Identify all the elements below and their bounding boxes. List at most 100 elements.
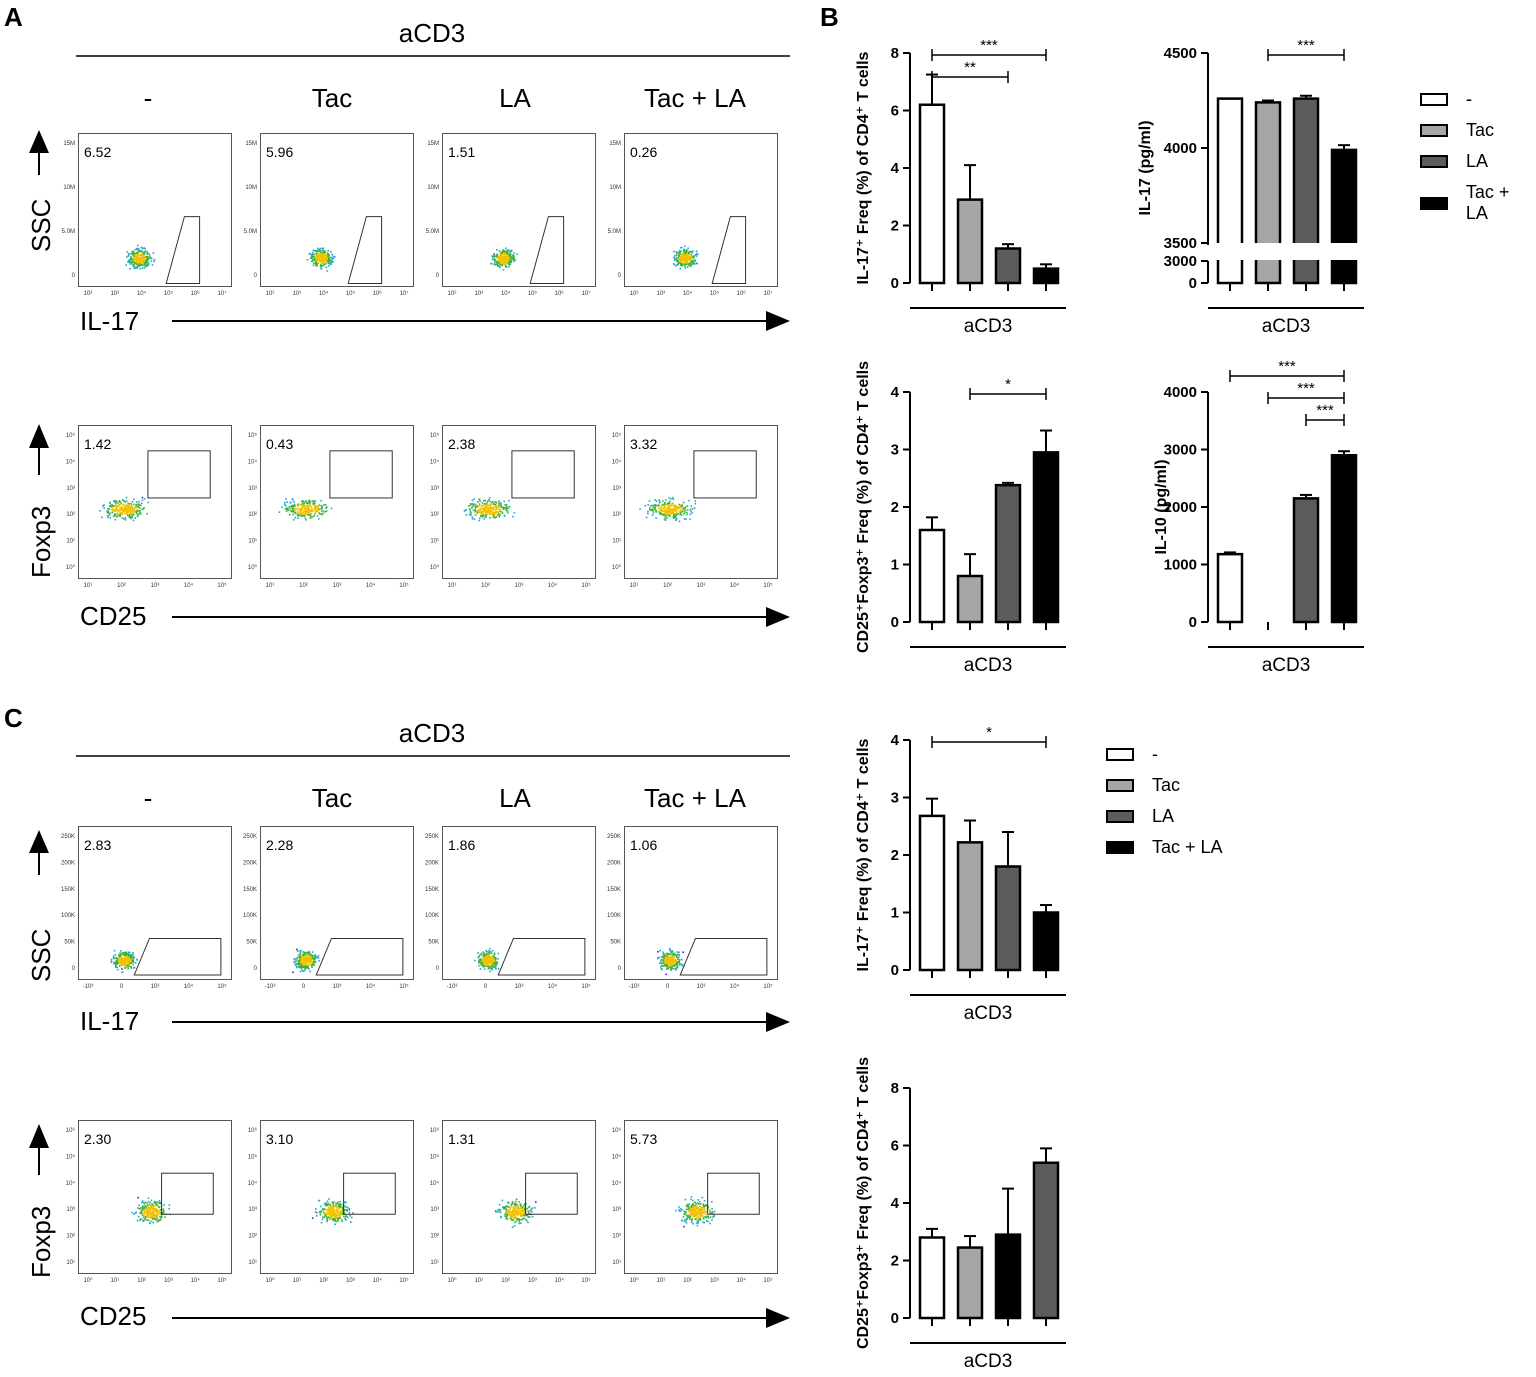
c-row2-y-arrowhead (29, 1124, 49, 1148)
b_treg_freq-ytick-label: 1 (891, 557, 899, 574)
legend-c-label-2: Tac (1152, 775, 1181, 795)
b_il10_pgml-bar-3 (1292, 497, 1320, 624)
b_il17_freq-bar-3 (994, 247, 1022, 285)
legend-c-row-1: - (1106, 744, 1158, 765)
a-row2-pct-4: 3.32 (630, 436, 658, 452)
legend-b-swatch-4 (1420, 196, 1448, 210)
b_il17_freq-ytick-label: 2 (891, 218, 899, 235)
a-row2-y-label: Foxp3 (26, 505, 56, 578)
legend-c-swatch-4 (1106, 841, 1134, 854)
a-row1-pct-2: 5.96 (266, 144, 294, 160)
c-row1-y-arrowhead (29, 830, 49, 853)
c-row1-pct-3: 1.86 (448, 837, 476, 853)
legend-c-label-3: LA (1152, 806, 1175, 826)
c-row1-flow-plot-3: 1.86 (442, 826, 596, 980)
legend-b-label-none: - (1466, 89, 1472, 109)
a-condition-4: Tac + LA (644, 83, 746, 113)
c_il17_freq-ylabel: IL-17⁺ Freq (%) of CD4⁺ T cells (855, 738, 872, 971)
a-row2-flow-plot-4: 3.32 (624, 425, 778, 579)
panel-letter-a: A (4, 2, 23, 32)
c_il17_freq-ytick-label: 4 (891, 732, 900, 749)
c_treg_freq-group-label: aCD3 (964, 1351, 1013, 1372)
legend-b-label-2: Tac (1466, 120, 1495, 140)
b_treg_freq-ytick-label: 4 (891, 384, 900, 401)
c-row1-pct-4: 1.06 (630, 837, 658, 853)
a-row1-y-arrowhead (29, 130, 49, 153)
a-row1-flow-plot-1: 6.52 (78, 133, 232, 287)
b_il17_freq-ylabel: IL-17⁺ Freq (%) of CD4⁺ T cells (855, 51, 872, 284)
c_il17_freq-bar-3 (994, 865, 1022, 972)
a-row1-y-label: SSC (26, 198, 56, 252)
b_il17_pgml-ytick-label: 4500 (1164, 45, 1197, 62)
a-row2-pct-1: 1.42 (84, 436, 112, 452)
c_treg_freq-bar-4 (1032, 1161, 1060, 1320)
legend-c-row-3: LA (1106, 806, 1174, 827)
b_il10_pgml-sig-label-3: *** (1316, 402, 1334, 419)
a-row1-pct-4: 0.26 (630, 144, 658, 160)
b_il10_pgml-sig-label-2: *** (1297, 380, 1315, 397)
c_treg_freq-ytick-label: 2 (891, 1253, 899, 1270)
legend-b-swatch-2 (1420, 124, 1448, 137)
legend-b-label-3: LA (1466, 151, 1489, 171)
c_treg_freq-bar-3 (994, 1233, 1022, 1320)
c_il17_freq-sig-label-1: * (986, 724, 992, 741)
b_treg_freq-ylabel: CD25⁺Foxp3⁺ Freq (%) of CD4⁺ T cells (855, 361, 872, 653)
c_il17_freq-group-label: aCD3 (964, 1003, 1013, 1024)
b_il10_pgml-ytick-label: 3000 (1164, 442, 1197, 459)
b_treg_freq-bar-2 (956, 574, 984, 624)
c-condition-3: LA (499, 783, 531, 813)
b_il10_pgml-ytick-label: 1000 (1164, 557, 1197, 574)
c-row1-flow-plot-1: 2.83 (78, 826, 232, 980)
b_il17_freq-sig-label-2: ** (964, 59, 976, 76)
c_treg_freq-ytick-label: 4 (891, 1195, 900, 1212)
a-condition-3: LA (499, 83, 531, 113)
c-row2-flow-plot-2: 3.10 (260, 1120, 414, 1274)
b_il10_pgml-bar-1 (1216, 552, 1244, 624)
c-row2-pct-4: 5.73 (630, 1131, 658, 1147)
c_treg_freq-ylabel: CD25⁺Foxp3⁺ Freq (%) of CD4⁺ T cells (855, 1057, 872, 1349)
b_il17_pgml-ytick-label: 3500 (1164, 235, 1197, 252)
legend-c-label-1: - (1152, 744, 1158, 764)
a-row1-pct-3: 1.51 (448, 144, 476, 160)
c-row2-pct-2: 3.10 (266, 1131, 294, 1147)
panel-c-lines (29, 755, 790, 1328)
legend-b-swatch-3 (1420, 155, 1448, 168)
b_il17_freq-ytick-label: 8 (891, 45, 899, 62)
b_il17_pgml-bar-break-gap (1291, 243, 1321, 260)
c-row2-flow-plot-3: 1.31 (442, 1120, 596, 1274)
legend-c-swatch-1 (1106, 748, 1134, 761)
legend-b-label-1: - (1466, 89, 1472, 109)
b_il10_pgml-ytick-label: 0 (1189, 614, 1197, 631)
b_treg_freq-bar-3 (994, 483, 1022, 624)
c_il17_freq-ytick-label: 3 (891, 790, 899, 807)
b_il17_freq-bar-2 (956, 198, 984, 285)
panel-c-title: aCD3 (398, 718, 466, 748)
c_il17_freq-bar-1 (918, 814, 946, 972)
b_il17_pgml-ytick-label: 4000 (1164, 140, 1197, 157)
c-row2-x-label: CD25 (80, 1301, 147, 1331)
legend-b-row-la: LA (1420, 151, 1488, 172)
c-row1-y-label: SSC (26, 928, 56, 982)
b_il17_freq-ytick-label: 6 (891, 103, 899, 120)
c_treg_freq-ytick-label: 8 (891, 1080, 899, 1097)
b_il17_freq-ytick-label: 0 (891, 275, 899, 292)
b_treg_freq-ytick-label: 0 (891, 614, 899, 631)
b_il17_pgml-ylabel: IL-17 (pg/ml) (1137, 120, 1154, 215)
c-row1-flow-plot-2: 2.28 (260, 826, 414, 980)
b_treg_freq-ytick-label: 3 (891, 442, 899, 459)
c_treg_freq-ytick-label: 0 (891, 1310, 899, 1327)
b_il17_freq-bar-1 (918, 103, 946, 285)
c_il17_freq-ytick-label: 0 (891, 962, 899, 979)
b_il17_pgml-group-label: aCD3 (1262, 316, 1311, 337)
b_il17_freq-bar-4 (1032, 267, 1060, 285)
c_treg_freq-bar-2 (956, 1246, 984, 1320)
b_il10_pgml-sig-label-1: *** (1278, 358, 1296, 375)
c-condition-1: - (143, 783, 153, 813)
c-row2-pct-1: 2.30 (84, 1131, 112, 1147)
